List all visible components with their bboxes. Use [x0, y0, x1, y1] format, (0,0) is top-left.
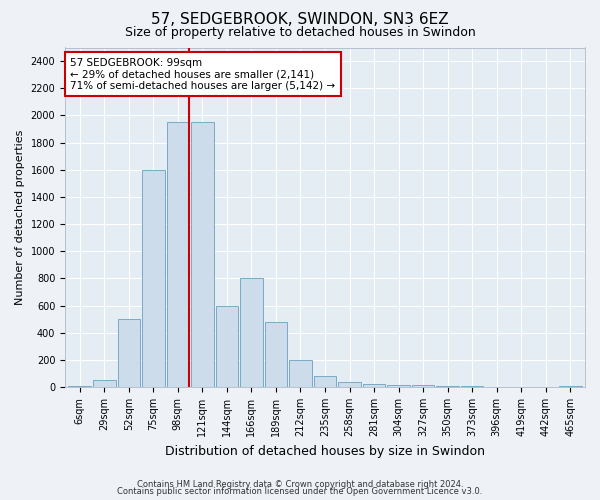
Text: 57 SEDGEBROOK: 99sqm
← 29% of detached houses are smaller (2,141)
71% of semi-de: 57 SEDGEBROOK: 99sqm ← 29% of detached h… [70, 58, 335, 91]
Bar [167, 122, 189, 387]
Bar [142, 170, 164, 387]
Bar [436, 386, 459, 387]
Bar [461, 386, 484, 387]
Text: 57, SEDGEBROOK, SWINDON, SN3 6EZ: 57, SEDGEBROOK, SWINDON, SN3 6EZ [151, 12, 449, 26]
X-axis label: Distribution of detached houses by size in Swindon: Distribution of detached houses by size … [165, 444, 485, 458]
Bar [338, 382, 361, 387]
Bar [191, 122, 214, 387]
Bar [265, 322, 287, 387]
Text: Contains public sector information licensed under the Open Government Licence v3: Contains public sector information licen… [118, 488, 482, 496]
Bar [412, 386, 434, 387]
Bar [559, 386, 581, 387]
Bar [314, 376, 336, 387]
Bar [363, 384, 385, 387]
Bar [68, 386, 91, 387]
Bar [215, 306, 238, 387]
Bar [93, 380, 116, 387]
Bar [388, 385, 410, 387]
Y-axis label: Number of detached properties: Number of detached properties [15, 130, 25, 305]
Text: Contains HM Land Registry data © Crown copyright and database right 2024.: Contains HM Land Registry data © Crown c… [137, 480, 463, 489]
Bar [118, 319, 140, 387]
Bar [289, 360, 312, 387]
Bar [240, 278, 263, 387]
Text: Size of property relative to detached houses in Swindon: Size of property relative to detached ho… [125, 26, 475, 39]
